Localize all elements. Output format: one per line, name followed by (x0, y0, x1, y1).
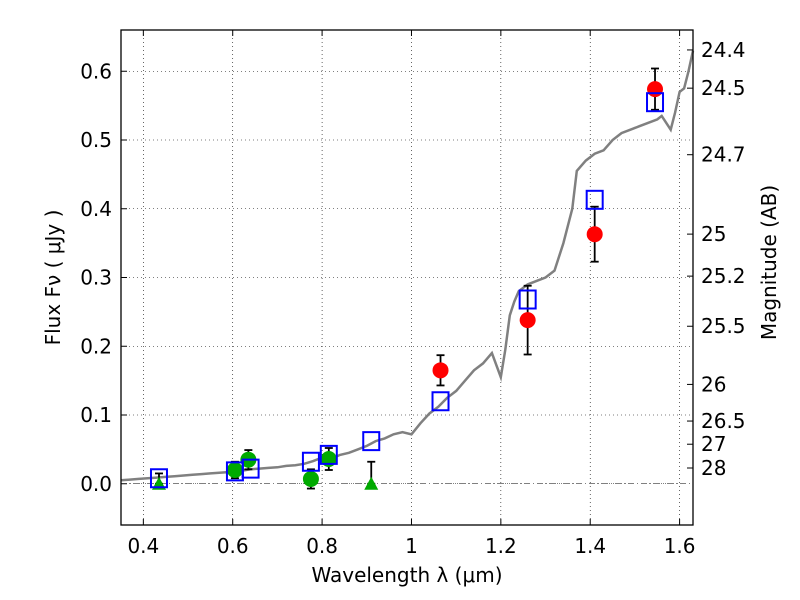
red-point (586, 226, 603, 243)
x-tick-label: 1 (405, 534, 418, 558)
blue-square-point (431, 391, 450, 412)
y-tick-label: 0.0 (80, 472, 112, 496)
y-tick-label: 0.3 (80, 266, 112, 290)
y-tick-label: 0.4 (80, 197, 112, 221)
axis-ticks: 0.4 0.6 0.8 1 1.2 1.4 1.6 0.0 0.1 0.2 0.3 0.4 0.5 0.6… (80, 30, 746, 558)
red-point (647, 81, 664, 98)
magnitude-tick-label: 25.2 (701, 264, 746, 288)
x-tick-label: 0.4 (127, 534, 159, 558)
x-tick-label: 0.8 (306, 534, 338, 558)
y-tick-label: 0.1 (80, 403, 112, 427)
y-tick-label: 0.6 (80, 59, 112, 83)
green-point (302, 470, 319, 487)
x-axis-title: Wavelength λ (μm) (311, 563, 502, 587)
magnitude-tick-label: 26 (701, 372, 726, 396)
blue-square-point (241, 458, 260, 479)
right-axis-title: Magnitude (AB) (757, 185, 781, 340)
grid-lines (121, 30, 693, 525)
magnitude-tick-label: 28 (701, 456, 726, 480)
red-point (519, 312, 536, 329)
magnitude-tick-label: 25 (701, 222, 726, 246)
data-markers (149, 67, 665, 490)
magnitude-tick-label: 27 (701, 432, 726, 456)
blue-square-point (585, 189, 604, 210)
y-axis-title: Flux Fν ( μJy ) (41, 210, 65, 346)
blue-square-point (518, 289, 537, 310)
green-triangle-point (364, 476, 379, 490)
blue-square-point (646, 92, 665, 113)
plot-frame (120, 29, 694, 526)
blue-square-point (319, 444, 338, 465)
magnitude-tick-label: 25.5 (701, 314, 746, 338)
y-tick-label: 0.5 (80, 128, 112, 152)
magnitude-tick-label: 26.5 (701, 409, 746, 433)
y-tick-label: 0.2 (80, 334, 112, 358)
x-tick-label: 1.4 (574, 534, 606, 558)
x-tick-label: 1.6 (664, 534, 696, 558)
blue-square-point (149, 468, 168, 489)
magnitude-tick-label: 24.5 (701, 76, 746, 100)
model-spectrum-line (120, 50, 695, 482)
x-tick-label: 1.2 (485, 534, 517, 558)
model-spectrum (120, 50, 695, 482)
blue-square-point (362, 431, 381, 452)
red-point (432, 362, 449, 379)
x-tick-label: 0.6 (217, 534, 249, 558)
magnitude-tick-label: 24.7 (701, 143, 746, 167)
blue-square-point (301, 451, 320, 472)
green-point (226, 462, 243, 478)
magnitude-tick-label: 24.4 (701, 38, 746, 62)
